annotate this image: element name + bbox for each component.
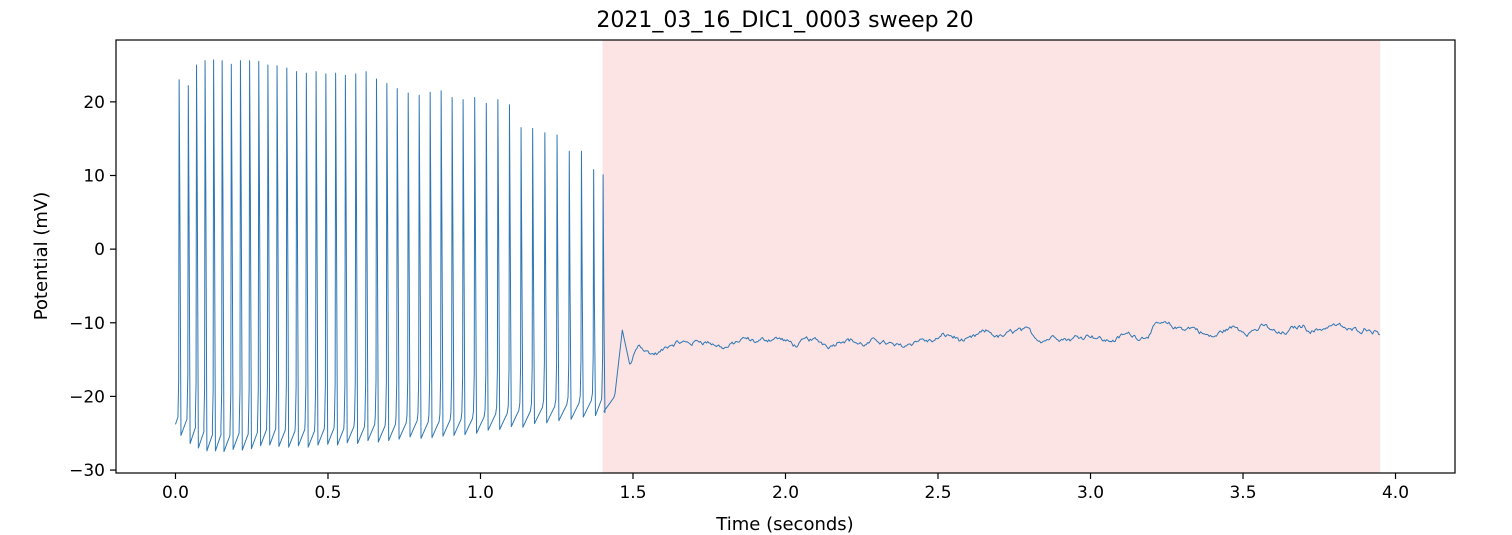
x-tick-label: 1.5 xyxy=(619,483,646,503)
chart-title: 2021_03_16_DIC1_0003 sweep 20 xyxy=(596,8,973,33)
x-tick-label: 0.5 xyxy=(314,483,341,503)
y-tick-label: 0 xyxy=(94,240,105,260)
x-tick-label: 2.0 xyxy=(772,483,799,503)
x-tick-label: 1.0 xyxy=(467,483,494,503)
highlight-region xyxy=(602,40,1381,473)
y-axis-label: Potential (mV) xyxy=(31,192,52,320)
x-axis: 0.0 0.5 1.0 1.5 2.0 2.5 3.0 3.5 4.0 xyxy=(162,473,1409,503)
x-tick-label: 2.5 xyxy=(924,483,951,503)
x-axis-label: Time (seconds) xyxy=(715,514,853,535)
trace-group xyxy=(175,59,1381,453)
y-tick-label: 10 xyxy=(83,166,105,186)
x-tick-label: 3.5 xyxy=(1229,483,1256,503)
y-axis: −30 −20 −10 0 10 20 xyxy=(69,93,116,481)
x-tick-label: 4.0 xyxy=(1382,483,1409,503)
x-tick-label: 0.0 xyxy=(162,483,189,503)
y-tick-label: −10 xyxy=(69,314,105,334)
x-tick-label: 3.0 xyxy=(1077,483,1104,503)
y-tick-label: −20 xyxy=(69,387,105,407)
y-tick-label: −30 xyxy=(69,461,105,481)
y-tick-label: 20 xyxy=(83,93,105,113)
voltage-trace xyxy=(175,59,1381,453)
